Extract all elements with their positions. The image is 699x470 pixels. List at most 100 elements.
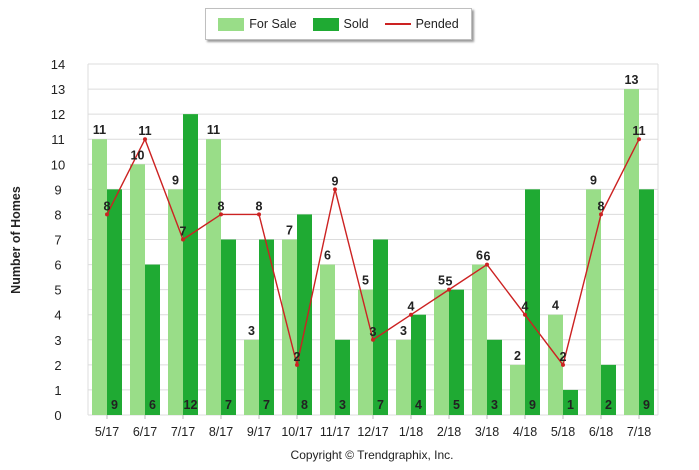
x-tick-label: 4/18 [513, 425, 537, 439]
data-label-sold: 9 [529, 398, 536, 412]
bar-sold [335, 339, 350, 415]
data-label-for-sale: 6 [476, 249, 483, 263]
data-label-for-sale: 3 [400, 324, 407, 338]
data-label-pended: 7 [180, 225, 187, 239]
x-tick-label: 10/17 [281, 425, 312, 439]
y-tick-label: 3 [54, 333, 61, 348]
pended-point [333, 187, 337, 192]
legend-label-pended: Pended [415, 17, 459, 31]
data-label-sold: 12 [184, 398, 198, 412]
bar-for-sale [434, 289, 449, 415]
legend: For Sale Sold Pended [205, 8, 472, 40]
x-tick-label: 7/18 [627, 425, 651, 439]
y-tick-label: 9 [54, 182, 61, 197]
x-tick-label: 12/17 [357, 425, 388, 439]
bar-sold [601, 364, 616, 415]
bar-sold [183, 114, 198, 416]
data-label-pended: 11 [632, 124, 645, 138]
bar-sold [487, 339, 502, 415]
bar-for-sale [168, 189, 183, 415]
data-label-sold: 6 [149, 398, 156, 412]
data-label-pended: 2 [560, 350, 567, 364]
pended-point [409, 312, 413, 317]
pended-point [295, 362, 299, 367]
bar-for-sale [586, 189, 601, 415]
y-tick-label: 8 [54, 207, 61, 222]
y-tick-label: 11 [51, 132, 65, 147]
data-label-sold: 1 [567, 398, 574, 412]
bar-sold [221, 239, 236, 415]
y-tick-label: 4 [54, 308, 61, 323]
data-label-for-sale: 11 [93, 123, 106, 137]
bar-sold [525, 189, 540, 415]
data-label-for-sale: 13 [625, 73, 639, 87]
x-tick-label: 7/17 [171, 425, 195, 439]
x-tick-label: 11/17 [320, 425, 350, 439]
data-label-pended: 8 [256, 199, 263, 213]
x-tick-label: 2/18 [437, 425, 461, 439]
pended-point [637, 137, 641, 142]
legend-label-for-sale: For Sale [249, 17, 297, 31]
y-tick-label: 10 [51, 157, 65, 172]
data-label-for-sale: 5 [362, 274, 369, 288]
data-label-pended: 3 [370, 325, 377, 339]
bar-sold [449, 289, 464, 415]
legend-label-sold: Sold [343, 17, 369, 31]
data-label-for-sale: 9 [590, 173, 597, 187]
pended-series [105, 137, 641, 367]
x-tick-label: 5/18 [551, 425, 575, 439]
pended-point [257, 212, 261, 217]
bar-for-sale [396, 339, 411, 415]
pended-point [447, 287, 451, 292]
data-label-sold: 7 [225, 398, 232, 412]
y-tick-label: 7 [54, 233, 61, 248]
x-tick-label: 6/18 [589, 425, 613, 439]
bar-sold [259, 239, 274, 415]
data-label-pended: 2 [294, 350, 301, 364]
x-tick-label: 5/17 [95, 425, 119, 439]
data-label-sold: 9 [643, 398, 650, 412]
bar-for-sale [244, 339, 259, 415]
data-label-sold: 4 [415, 398, 422, 412]
x-tick-label: 8/17 [209, 425, 233, 439]
data-label-pended: 8 [598, 199, 605, 213]
pended-point [219, 212, 223, 217]
data-labels: 1191069121173778635734556329419213981178… [93, 73, 650, 412]
pended-point [105, 212, 109, 217]
x-tick-label: 1/18 [399, 425, 423, 439]
bar-for-sale [510, 364, 525, 415]
data-label-sold: 3 [339, 398, 346, 412]
data-label-for-sale: 4 [552, 299, 559, 313]
bar-sold [107, 189, 122, 415]
legend-item-sold: Sold [312, 17, 369, 31]
pended-point [561, 362, 565, 367]
data-label-pended: 8 [218, 199, 225, 213]
legend-item-pended: Pended [384, 17, 459, 31]
data-label-pended: 4 [408, 300, 415, 314]
data-label-pended: 9 [332, 174, 339, 188]
legend-swatch-sold [312, 17, 339, 31]
pended-point [599, 212, 603, 217]
y-tick-label: 5 [54, 283, 61, 298]
bar-for-sale [358, 289, 373, 415]
bar-for-sale [320, 264, 335, 415]
y-tick-label: 6 [54, 258, 61, 273]
x-axis-ticks: 5/17 6/17 7/17 8/17 9/17 10/17 11/17 12/17 1/18 2… [95, 415, 651, 439]
bar-for-sale [130, 164, 145, 415]
y-tick-label: 12 [51, 107, 65, 122]
data-label-sold: 8 [301, 398, 308, 412]
bar-sold [373, 239, 388, 415]
y-axis-label: Number of Homes [9, 186, 23, 294]
x-tick-label: 9/17 [247, 425, 271, 439]
data-label-pended: 5 [446, 275, 453, 289]
bar-sold [145, 264, 160, 415]
data-label-for-sale: 3 [248, 324, 255, 338]
pended-point [143, 137, 147, 142]
data-label-for-sale: 9 [172, 173, 179, 187]
bars [92, 89, 654, 416]
y-tick-label: 13 [51, 82, 65, 97]
data-label-pended: 4 [522, 300, 529, 314]
data-label-for-sale: 2 [514, 349, 521, 363]
